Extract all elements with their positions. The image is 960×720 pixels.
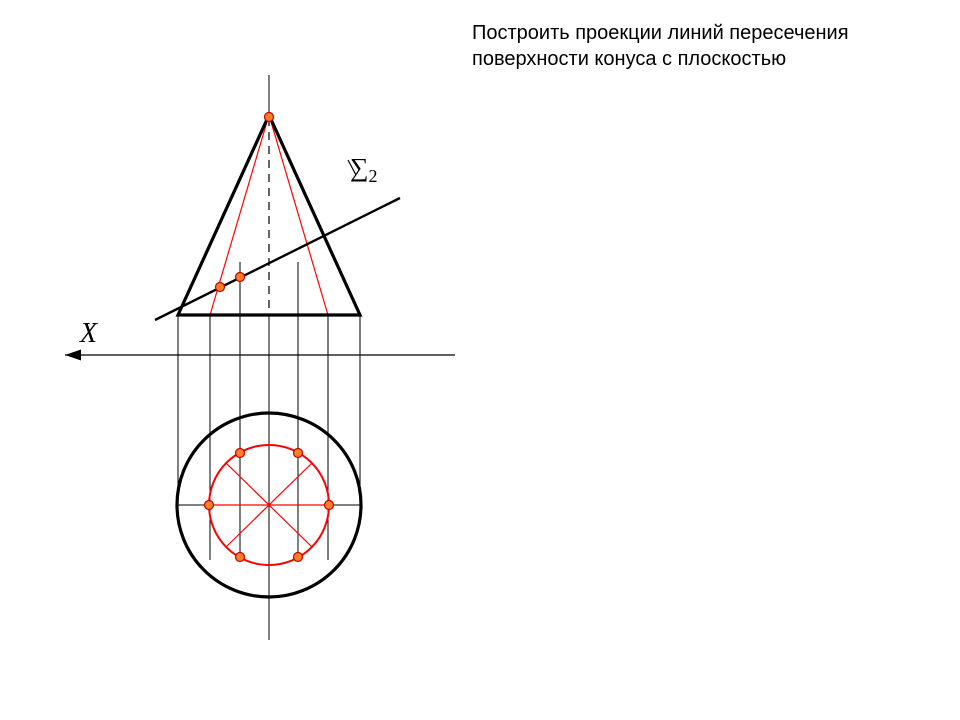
drawing-svg: [0, 0, 960, 720]
diagram-canvas: Построить проекции линий пересечения пов…: [0, 0, 960, 720]
